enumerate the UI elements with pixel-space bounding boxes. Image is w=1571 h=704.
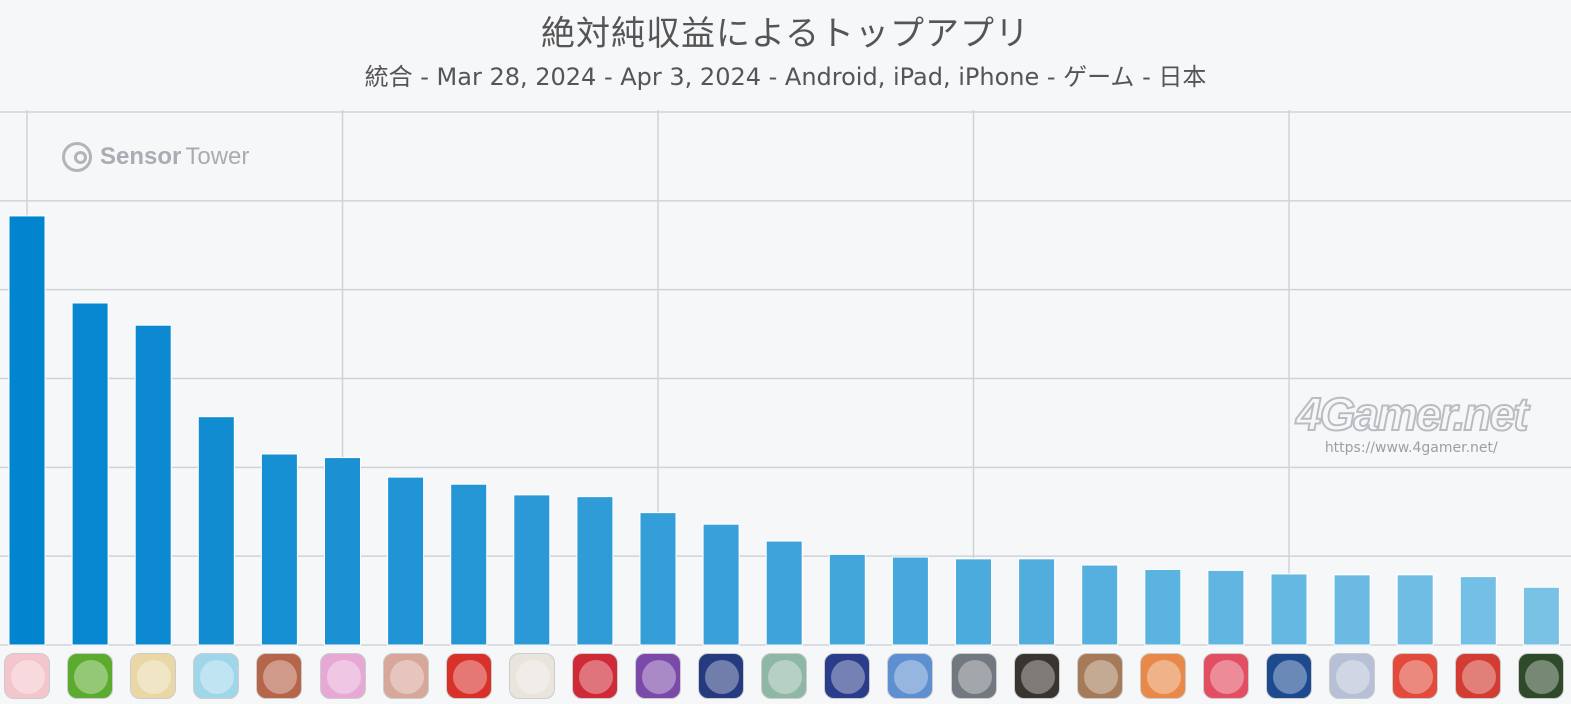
bar-24 [1459,576,1497,646]
bar-5 [260,453,298,646]
app-icon-7 [382,653,429,699]
bar-8 [450,483,488,646]
sensor-tower-logo-icon [62,142,92,172]
app-icon-24 [1455,653,1502,699]
app-icon-16 [950,653,997,699]
app-icon-6 [319,653,366,699]
app-icon-row [0,650,1571,704]
app-icon-14 [824,653,871,699]
app-icon-9 [508,653,555,699]
app-icon-18 [1076,653,1123,699]
app-icon-13 [761,653,808,699]
4gamer-url: https://www.4gamer.net/ [1324,440,1498,456]
bar-20 [1207,569,1245,646]
sensor-watermark-light: Tower [185,143,250,170]
app-icon-2 [67,653,114,699]
bar-6 [324,457,361,646]
4gamer-logo: 4Gamer.net [1295,388,1530,440]
bar-10 [576,496,614,646]
app-icon-25 [1518,653,1565,699]
app-icon-8 [445,653,492,699]
chart-subtitle: 統合 - Mar 28, 2024 - Apr 3, 2024 - Androi… [364,63,1207,91]
bar-1 [8,215,46,646]
bar-21 [1270,573,1308,646]
app-icon-22 [1329,653,1376,699]
bar-19 [1144,568,1182,646]
bar-25 [1522,586,1560,646]
bar-14 [828,553,866,646]
bar-13 [765,540,803,646]
bar-7 [387,476,425,646]
app-icon-1 [4,653,50,699]
bar-3 [134,324,172,646]
app-icon-23 [1392,653,1439,699]
app-icon-4 [193,653,240,699]
sensor-tower-watermark: Sensor Tower [62,142,249,172]
bar-12 [702,523,740,646]
bar-17 [1018,558,1056,646]
bar-chart [0,110,1571,650]
4gamer-watermark: 4Gamer.net https://www.4gamer.net/ [1295,388,1530,456]
app-icon-20 [1202,653,1249,699]
bar-18 [1081,564,1119,646]
bar-23 [1396,574,1434,646]
sensor-watermark-bold: Sensor [100,143,182,170]
chart-title: 絶対純収益によるトップアプリ [541,14,1030,54]
app-icon-15 [887,653,934,699]
bar-9 [513,494,551,646]
app-icon-5 [256,653,303,699]
app-icon-3 [130,653,177,699]
app-icon-11 [635,653,681,699]
app-icon-19 [1139,653,1186,699]
app-icon-10 [571,653,618,699]
app-icon-21 [1266,653,1312,699]
bar-16 [955,558,992,646]
bar-11 [639,512,677,646]
bar-22 [1333,574,1371,646]
bar-2 [71,302,109,646]
app-icon-17 [1013,653,1060,699]
app-icon-12 [698,653,745,699]
bar-15 [891,556,929,646]
bar-4 [197,416,235,646]
